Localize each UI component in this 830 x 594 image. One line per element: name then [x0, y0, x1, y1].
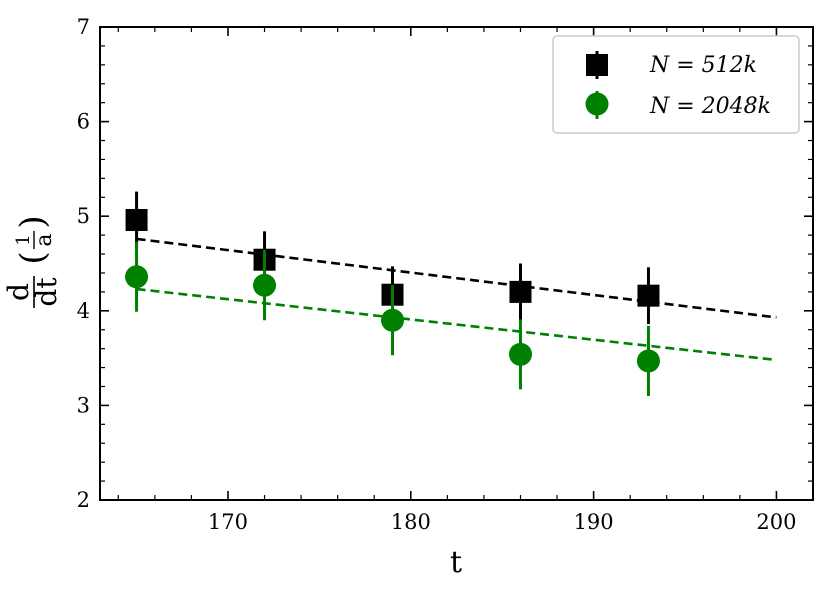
ylabel-paren-close: )	[13, 215, 53, 228]
ticks-layer: 170 180 190 200 2 3 4 5 6 7	[77, 15, 814, 534]
legend-entry-512k: N = 512k	[586, 51, 757, 79]
y-axis-label: d dt ( 1 a )	[2, 215, 63, 308]
legend: N = 512k N = 2048k	[552, 35, 800, 134]
legend-label-2048k: N = 2048k	[649, 94, 771, 119]
y-tick-label: 2	[77, 488, 90, 512]
x-tick-label: 190	[574, 510, 614, 534]
x-axis-label: t	[450, 545, 462, 580]
ylabel-inner-denominator: a	[32, 233, 57, 246]
y-tick-label: 4	[77, 299, 90, 323]
legend-entry-2048k: N = 2048k	[585, 91, 771, 119]
x-tick-label: 170	[208, 510, 248, 534]
point-series-1	[381, 308, 405, 332]
legend-marker-circle	[585, 92, 609, 116]
legend-marker-square	[586, 54, 608, 76]
fit-line-series-1	[136, 287, 777, 362]
ylabel-paren-open: (	[13, 251, 53, 264]
x-tick-label: 180	[391, 510, 431, 534]
plot-frame	[99, 26, 814, 501]
point-series-1	[508, 342, 532, 366]
ylabel-numerator: d	[2, 283, 35, 301]
point-series-0	[125, 208, 148, 231]
point-series-1	[636, 349, 660, 373]
fit-line-series-0	[136, 237, 777, 319]
y-tick-label: 5	[77, 204, 90, 228]
legend-box	[552, 35, 800, 134]
ylabel-inner-numerator: 1	[13, 234, 34, 245]
y-tick-label: 7	[77, 15, 90, 39]
x-tick-label: 200	[756, 510, 796, 534]
point-series-0	[509, 280, 532, 303]
y-tick-label: 6	[77, 110, 90, 134]
point-series-1	[253, 273, 277, 297]
ylabel-denominator: dt	[30, 277, 63, 307]
data-points	[125, 191, 660, 396]
legend-label-512k: N = 512k	[649, 53, 757, 78]
fit-lines	[136, 237, 777, 362]
y-tick-label: 3	[77, 393, 90, 417]
point-series-0	[637, 284, 660, 307]
point-series-1	[125, 265, 149, 289]
